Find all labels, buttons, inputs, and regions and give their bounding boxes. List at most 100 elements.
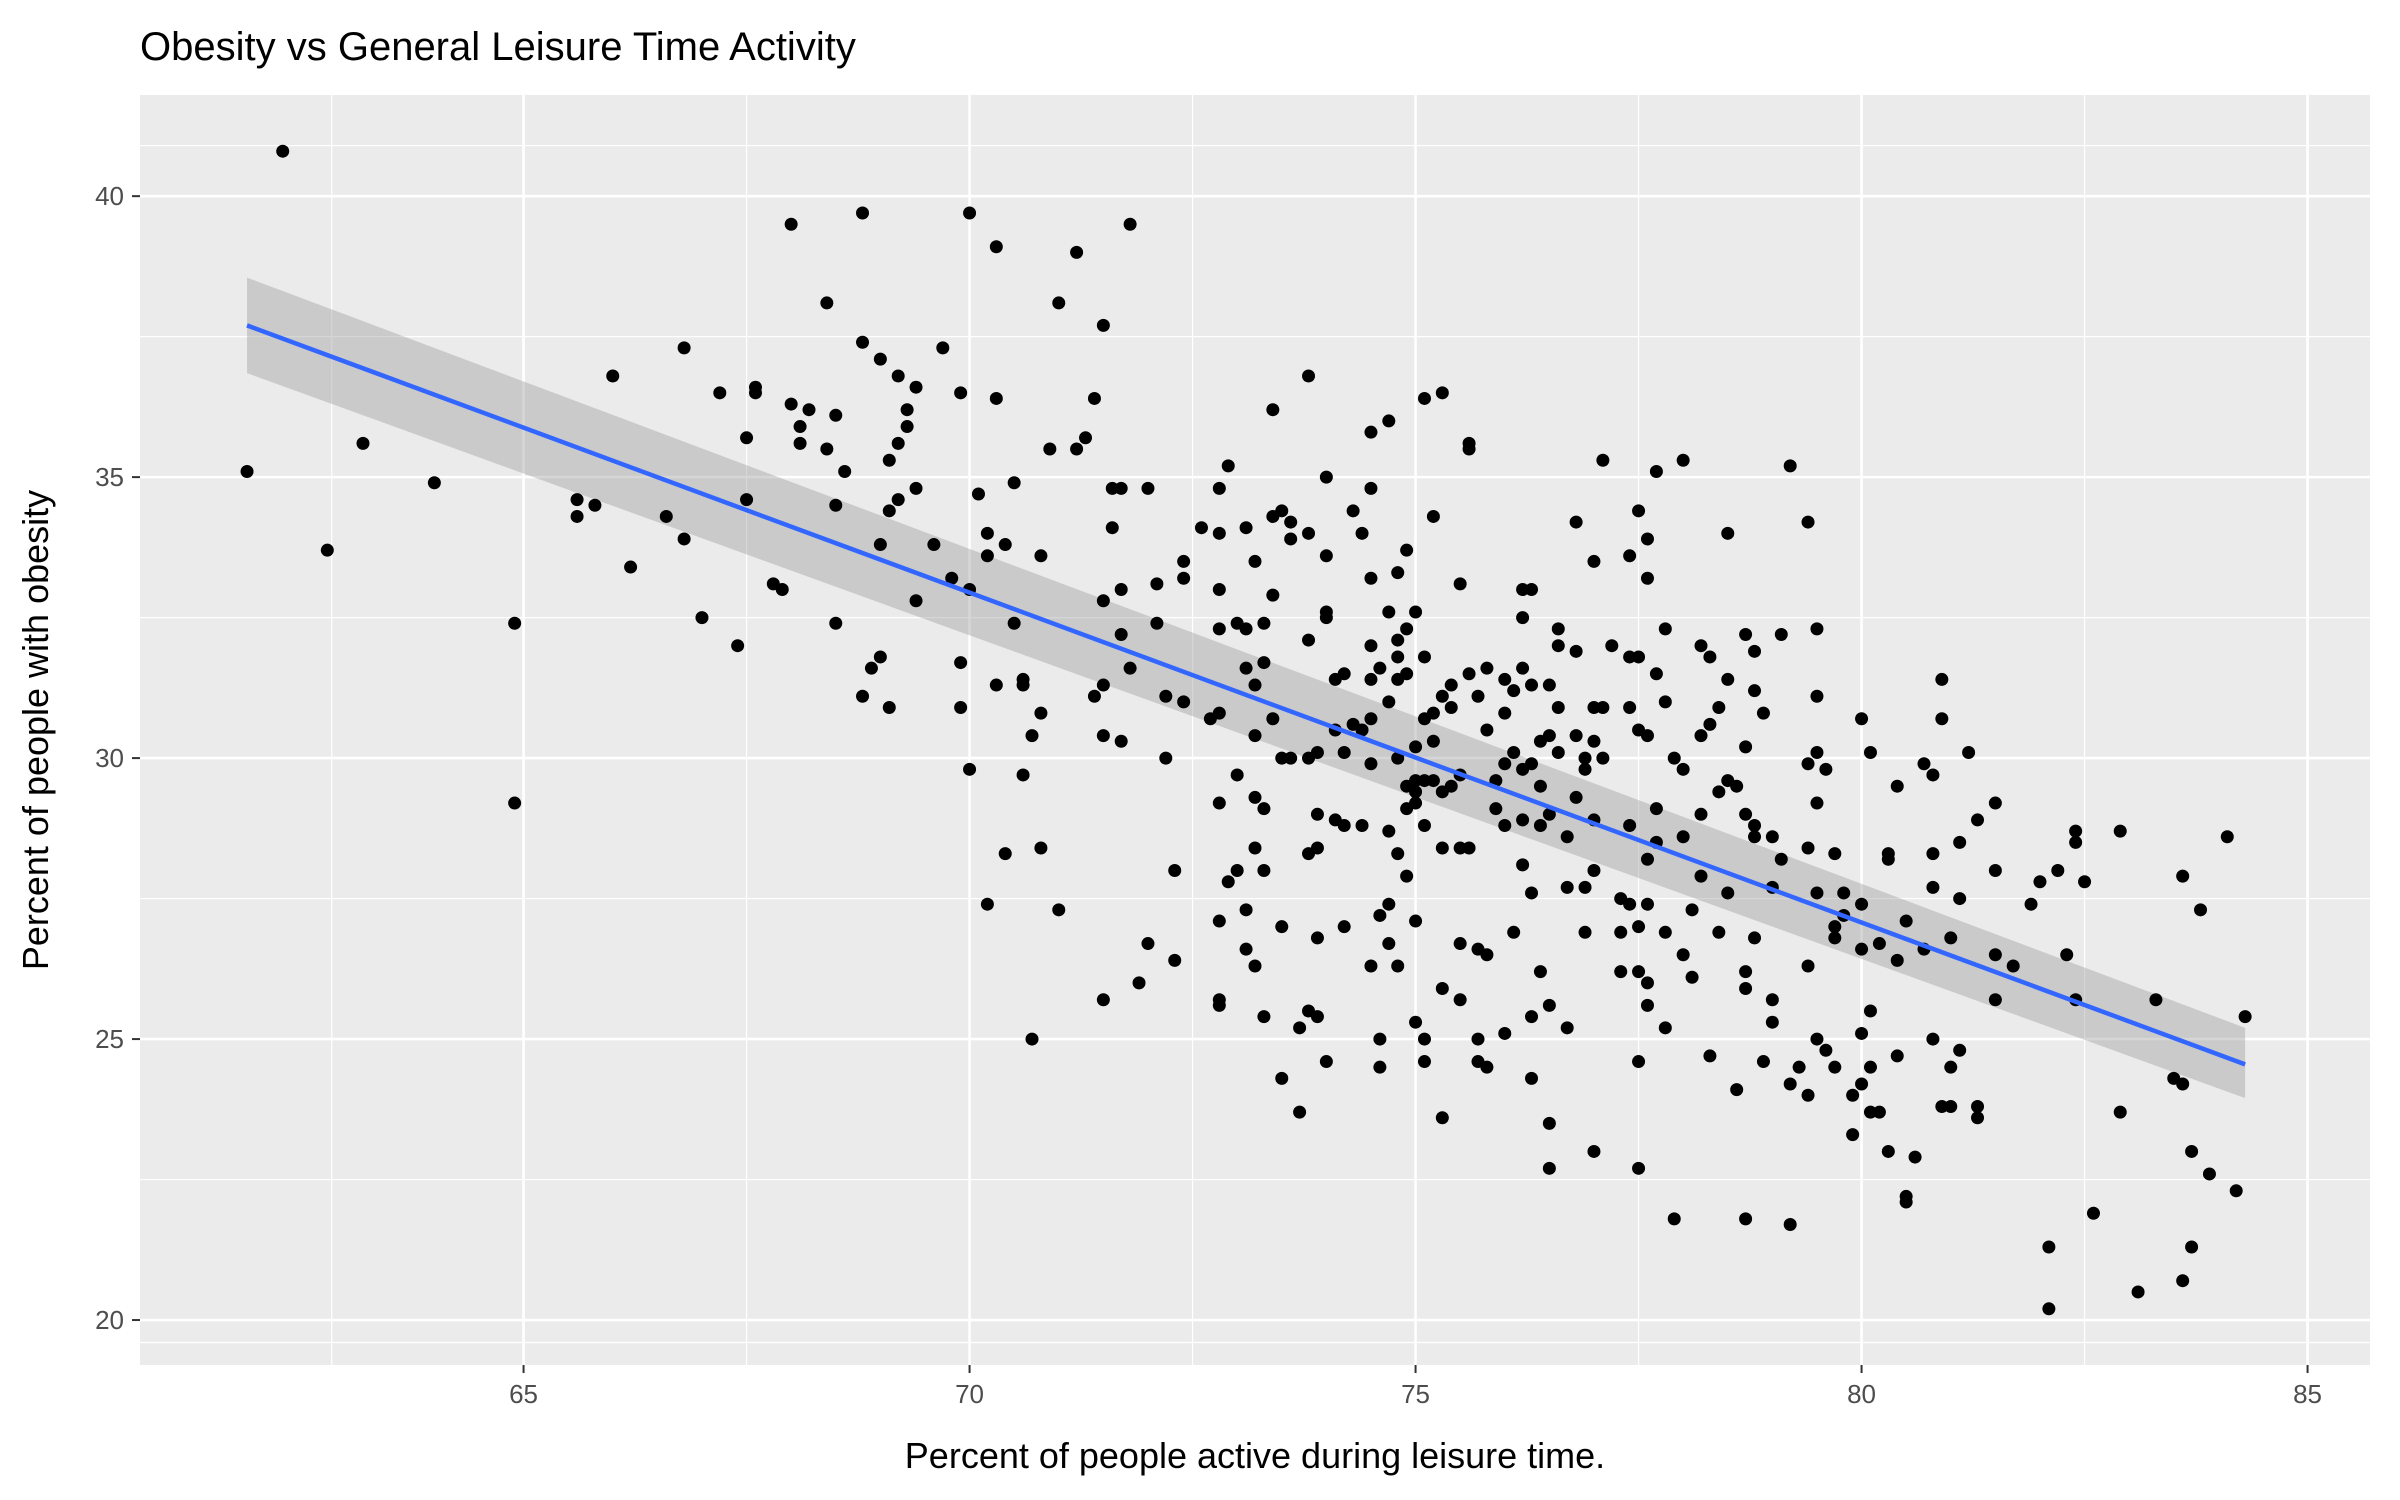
data-point: [1676, 948, 1690, 962]
data-point: [1096, 678, 1110, 692]
data-point: [1257, 802, 1271, 816]
data-point: [1694, 639, 1708, 653]
data-point: [1498, 757, 1512, 771]
data-point: [1016, 768, 1030, 782]
confidence-band-group: [247, 277, 2246, 1099]
data-point: [1507, 925, 1521, 939]
data-point: [1783, 1077, 1797, 1091]
data-point: [1658, 925, 1672, 939]
data-point: [2113, 1105, 2127, 1119]
data-point: [2051, 863, 2065, 877]
data-point: [2060, 948, 2074, 962]
data-point: [1855, 897, 1869, 911]
data-point: [1400, 622, 1414, 636]
data-point: [1765, 993, 1779, 1007]
data-point: [1658, 1021, 1672, 1035]
data-point: [1453, 993, 1467, 1007]
data-point: [1391, 633, 1405, 647]
data-point: [1863, 745, 1877, 759]
y-tick-label: 30: [95, 743, 124, 773]
data-point: [1890, 779, 1904, 793]
data-point: [1596, 751, 1610, 765]
data-point: [1364, 639, 1378, 653]
data-point: [1507, 684, 1521, 698]
data-point: [1417, 391, 1431, 405]
data-point: [1926, 880, 1940, 894]
y-tick-label: 20: [95, 1305, 124, 1335]
data-point: [1944, 1060, 1958, 1074]
data-point: [1212, 914, 1226, 928]
data-point: [1444, 779, 1458, 793]
data-point: [1239, 521, 1253, 535]
data-point: [1560, 880, 1574, 894]
data-point: [1640, 571, 1654, 585]
data-point: [1685, 903, 1699, 917]
data-point: [1310, 1010, 1324, 1024]
data-point: [1685, 970, 1699, 984]
data-point: [1712, 925, 1726, 939]
data-point: [1819, 1043, 1833, 1057]
data-point: [1953, 892, 1967, 906]
x-tick-label: 75: [1401, 1379, 1430, 1409]
data-point: [1409, 774, 1423, 788]
data-point: [1890, 1049, 1904, 1063]
data-point: [998, 847, 1012, 861]
data-point: [1310, 807, 1324, 821]
data-point: [1435, 386, 1449, 400]
data-point: [856, 206, 870, 220]
data-point: [1533, 965, 1547, 979]
data-point: [1087, 689, 1101, 703]
data-point: [1364, 672, 1378, 686]
data-point: [1257, 656, 1271, 670]
data-point: [1284, 751, 1298, 765]
data-point: [1230, 863, 1244, 877]
data-point: [1426, 509, 1440, 523]
data-point: [1748, 684, 1762, 698]
data-point: [1221, 875, 1235, 889]
data-point: [1266, 712, 1280, 726]
data-point: [1052, 903, 1066, 917]
x-tick-label: 80: [1847, 1379, 1876, 1409]
data-point: [989, 391, 1003, 405]
data-point: [1542, 729, 1556, 743]
data-point: [1498, 819, 1512, 833]
data-point: [1721, 672, 1735, 686]
data-point: [1417, 774, 1431, 788]
data-point: [1676, 453, 1690, 467]
data-point: [1739, 740, 1753, 754]
data-point: [1640, 729, 1654, 743]
data-point: [1649, 802, 1663, 816]
data-points: [240, 144, 2252, 1316]
data-point: [1525, 886, 1539, 900]
data-point: [829, 498, 843, 512]
data-point: [1409, 796, 1423, 810]
data-point: [1640, 976, 1654, 990]
axis-ticks: 65 70 75 80 85 20 25 30 35 40: [95, 181, 2322, 1409]
data-point: [1426, 774, 1440, 788]
data-point: [1123, 217, 1137, 231]
data-point: [1391, 566, 1405, 580]
data-point: [1632, 650, 1646, 664]
data-point: [1703, 1049, 1717, 1063]
data-point: [1212, 583, 1226, 597]
data-point: [1043, 442, 1057, 456]
data-point: [1417, 1055, 1431, 1069]
data-point: [891, 493, 905, 507]
data-point: [1623, 701, 1637, 715]
data-point: [1730, 779, 1744, 793]
data-point: [1275, 920, 1289, 934]
data-point: [2113, 824, 2127, 838]
data-point: [1926, 768, 1940, 782]
data-point: [1712, 701, 1726, 715]
data-point: [276, 144, 290, 158]
data-point: [1248, 678, 1262, 692]
data-point: [1756, 1055, 1770, 1069]
data-point: [1863, 1105, 1877, 1119]
data-point: [1917, 757, 1931, 771]
data-point: [2185, 1144, 2199, 1158]
data-point: [1533, 819, 1547, 833]
data-point: [1872, 937, 1886, 951]
data-point: [356, 436, 370, 450]
data-point: [2194, 903, 2208, 917]
data-point: [1569, 790, 1583, 804]
